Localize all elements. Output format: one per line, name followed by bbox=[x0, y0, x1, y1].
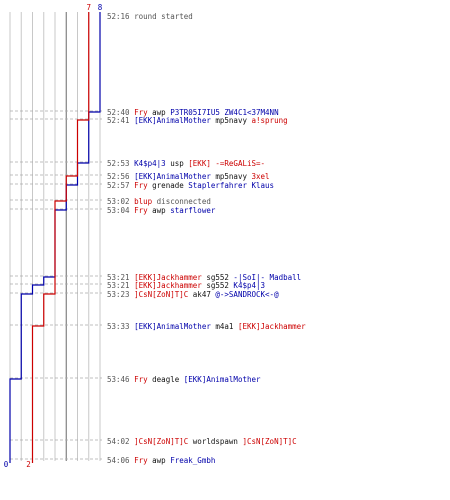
red-team-score-line bbox=[31, 12, 90, 463]
event-part: 3xel bbox=[247, 172, 270, 181]
event-part: awp bbox=[148, 206, 167, 215]
event-part: Fry bbox=[134, 206, 148, 215]
event-part: deagle bbox=[148, 375, 180, 384]
event-time: 53:46 bbox=[107, 375, 134, 384]
event-time: 54:06 bbox=[107, 456, 134, 465]
event-time: 52:41 bbox=[107, 116, 134, 125]
event-time: 52:53 bbox=[107, 159, 134, 168]
event-time: 53:21 bbox=[107, 281, 134, 290]
event-line: 53:33 [EKK]AnimalMother m4a1 [EKK]Jackha… bbox=[107, 322, 306, 331]
event-part: @->SANDROCK<-@ bbox=[211, 290, 279, 299]
event-part: Fry bbox=[134, 108, 148, 117]
event-part: sg552 bbox=[202, 273, 229, 282]
event-part: [EKK] -=ReGALiS=- bbox=[184, 159, 265, 168]
event-line: 52:57 Fry grenade Staplerfahrer Klaus bbox=[107, 181, 274, 190]
event-part: [EKK]AnimalMother bbox=[179, 375, 261, 384]
event-part: ]CsN[ZoN]T]C bbox=[134, 290, 188, 299]
event-line: 52:40 Fry awp P3TR05I7IU5 ZW4C1<37M4NN bbox=[107, 108, 279, 117]
blue-start-score: 8 bbox=[98, 3, 103, 12]
event-part: usp bbox=[166, 159, 185, 168]
event-line: 52:41 [EKK]AnimalMother mp5navy a!sprung bbox=[107, 116, 288, 125]
event-time: 52:16 bbox=[107, 12, 134, 21]
event-part: a!sprung bbox=[247, 116, 288, 125]
event-line: 54:02 ]CsN[ZoN]T]C worldspawn ]CsN[ZoN]T… bbox=[107, 437, 297, 446]
event-part: [EKK]AnimalMother bbox=[134, 116, 211, 125]
event-part: Staplerfahrer Klaus bbox=[184, 181, 274, 190]
event-part: [EKK]Jackhammer bbox=[134, 273, 202, 282]
event-part: Fry bbox=[134, 181, 148, 190]
event-part: -|SoI|- Madball bbox=[229, 273, 301, 282]
event-line: 52:56 [EKK]AnimalMother mp5navy 3xel bbox=[107, 172, 270, 181]
event-part: sg552 bbox=[202, 281, 229, 290]
event-part: round started bbox=[134, 12, 193, 21]
event-part: ak47 bbox=[188, 290, 211, 299]
event-time: 53:23 bbox=[107, 290, 134, 299]
event-part: mp5navy bbox=[211, 172, 248, 181]
event-part: starflower bbox=[166, 206, 216, 215]
event-time: 52:57 bbox=[107, 181, 134, 190]
event-line: 53:21 [EKK]Jackhammer sg552 -|SoI|- Madb… bbox=[107, 273, 301, 282]
blue-end-score: 0 bbox=[4, 460, 9, 469]
event-part: K4$p4|3 bbox=[229, 281, 265, 290]
event-part: grenade bbox=[148, 181, 185, 190]
event-part: [EKK]AnimalMother bbox=[134, 322, 211, 331]
event-time: 54:02 bbox=[107, 437, 134, 446]
event-line: 54:06 Fry awp Freak_Gmbh bbox=[107, 456, 215, 465]
event-time: 53:21 bbox=[107, 273, 134, 282]
event-part: Fry bbox=[134, 456, 148, 465]
event-part: ]CsN[ZoN]T]C bbox=[134, 437, 188, 446]
event-part: Freak_Gmbh bbox=[166, 456, 216, 465]
event-part: [EKK]Jackhammer bbox=[134, 281, 202, 290]
event-part: mp5navy bbox=[211, 116, 248, 125]
event-line: 52:16 round started bbox=[107, 12, 193, 21]
red-end-score: 2 bbox=[26, 460, 31, 469]
event-line: 52:53 K4$p4|3 usp [EKK] -=ReGALiS=- bbox=[107, 159, 265, 168]
event-part: awp bbox=[148, 456, 167, 465]
event-line: 53:02 blup disconnected bbox=[107, 197, 211, 206]
event-part: Fry bbox=[134, 375, 148, 384]
event-time: 52:40 bbox=[107, 108, 134, 117]
red-start-score: 7 bbox=[86, 3, 91, 12]
event-line: 53:04 Fry awp starflower bbox=[107, 206, 216, 215]
event-part: awp bbox=[148, 108, 167, 117]
event-part: [EKK]Jackhammer bbox=[233, 322, 306, 331]
event-time: 53:02 bbox=[107, 197, 134, 206]
event-part: P3TR05I7IU5 ZW4C1<37M4NN bbox=[166, 108, 279, 117]
event-part: K4$p4|3 bbox=[134, 159, 166, 168]
event-line: 53:46 Fry deagle [EKK]AnimalMother bbox=[107, 375, 261, 384]
event-part: disconnected bbox=[152, 197, 211, 206]
event-part: blup bbox=[134, 197, 153, 206]
event-part: m4a1 bbox=[211, 322, 234, 331]
event-time: 53:33 bbox=[107, 322, 134, 331]
event-part: [EKK]AnimalMother bbox=[134, 172, 211, 181]
event-line: 53:21 [EKK]Jackhammer sg552 K4$p4|3 bbox=[107, 281, 265, 290]
event-time: 53:04 bbox=[107, 206, 134, 215]
event-time: 52:56 bbox=[107, 172, 134, 181]
event-part: ]CsN[ZoN]T]C bbox=[238, 437, 297, 446]
event-part: worldspawn bbox=[188, 437, 238, 446]
event-line: 53:23 ]CsN[ZoN]T]C ak47 @->SANDROCK<-@ bbox=[107, 290, 279, 299]
